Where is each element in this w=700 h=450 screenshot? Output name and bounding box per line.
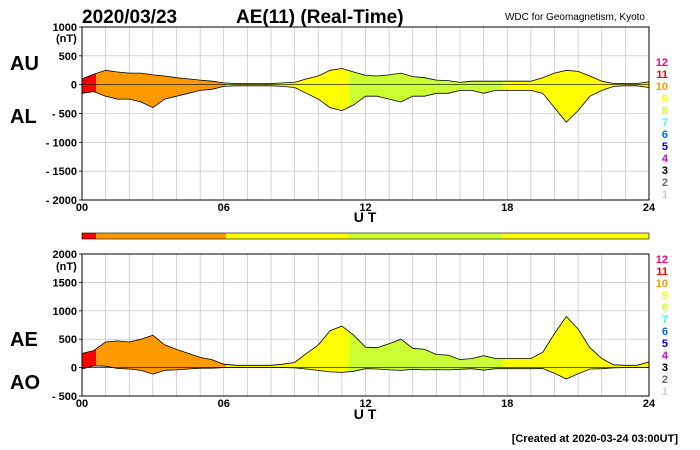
x-tick-label: 12 — [359, 202, 371, 214]
y-tick-label: 2000 — [53, 249, 77, 261]
station-count-segment — [237, 233, 349, 239]
station-count-legend-item: 3 — [662, 165, 668, 177]
x-tick-label: 24 — [643, 202, 656, 214]
chart-title: AE(11) (Real-Time) — [236, 7, 404, 28]
station-count-legend-item: 11 — [656, 69, 668, 81]
au-al-panel: 1000 500 0 - 500 - 1000 - 1500 - 2000 00 06 12 18… — [10, 22, 656, 225]
y-tick-label: - 2000 — [46, 195, 77, 207]
series-line-ao — [81, 365, 649, 380]
station-count-legend-item: 4 — [662, 350, 669, 362]
series-line-ae — [81, 315, 650, 366]
area-segment — [349, 331, 503, 372]
area-segment — [502, 316, 649, 379]
area-segment — [237, 68, 349, 111]
x-tick-label: 06 — [218, 202, 230, 214]
created-timestamp: [Created at 2020-03-24 03:00UT] — [512, 433, 679, 445]
x-tick-label: 18 — [501, 398, 513, 410]
ae-ao-unit-label: (nT) — [56, 261, 77, 273]
station-count-legend-item: 2 — [662, 374, 668, 386]
y-tick-label: - 500 — [52, 109, 77, 121]
station-count-legend-item: 1 — [662, 189, 668, 201]
station-count-legend-item: 6 — [662, 326, 668, 338]
station-count-legend-item: 7 — [662, 117, 668, 129]
ae-ao-panel: 2000 1500 1000 500 0 - 500 00 06 12 18 24 (nT) AE… — [10, 249, 656, 422]
ao-label: AO — [10, 372, 40, 394]
station-count-legend-item: 5 — [662, 141, 668, 153]
station-count-legend-item: 11 — [656, 266, 668, 278]
station-count-legend-item: 12 — [656, 57, 668, 69]
series-line-al — [81, 85, 650, 123]
y-tick-label: 1000 — [53, 306, 77, 318]
y-tick-label: 500 — [59, 51, 77, 63]
au-al-unit-label: (nT) — [56, 33, 77, 45]
chart-date: 2020/03/23 — [82, 7, 177, 28]
al-label: AL — [10, 106, 37, 128]
ae-ao-y-ticks: 2000 1500 1000 500 0 - 500 — [52, 249, 82, 403]
y-tick-label: - 1000 — [46, 137, 77, 149]
y-tick-label: - 500 — [52, 391, 77, 403]
au-al-y-ticks: 1000 500 0 - 500 - 1000 - 1500 - 2000 — [46, 22, 82, 207]
au-label: AU — [10, 53, 39, 75]
station-count-bar-frame — [81, 232, 650, 240]
y-tick-label: 1500 — [53, 277, 77, 289]
au-al-x-label: U T — [354, 209, 377, 225]
x-tick-label: 12 — [359, 398, 371, 410]
y-tick-label: 0 — [71, 363, 77, 375]
station-count-legend-item: 12 — [656, 254, 668, 266]
ae-ao-frame — [81, 253, 650, 397]
area-segment — [226, 364, 238, 368]
y-tick-label: 500 — [59, 334, 77, 346]
y-tick-label: - 1500 — [46, 166, 77, 178]
chart-source: WDC for Geomagnetism, Kyoto — [505, 12, 645, 23]
station-count-legend-item: 6 — [662, 129, 668, 141]
x-tick-label: 00 — [76, 202, 88, 214]
area-segment — [502, 70, 649, 123]
x-tick-label: 18 — [501, 202, 513, 214]
station-count-legend-item: 10 — [656, 278, 668, 290]
area-segment — [96, 335, 227, 375]
station-count-legend-item: 3 — [662, 362, 668, 374]
ae-label: AE — [10, 329, 38, 351]
area-segment — [237, 326, 349, 373]
station-count-segment — [226, 233, 238, 239]
station-count-segment — [82, 233, 97, 239]
area-segment — [82, 348, 97, 369]
area-segment — [82, 73, 97, 94]
y-tick-label: 1000 — [53, 22, 77, 34]
ae-ao-x-label: U T — [354, 406, 377, 422]
station-count-legend-item: 9 — [662, 290, 668, 302]
station-count-legend-item: 8 — [662, 302, 668, 314]
x-tick-label: 00 — [76, 398, 88, 410]
station-count-legend-item: 2 — [662, 177, 668, 189]
station-count-segment — [96, 233, 227, 239]
ae-ao-x-ticks: 00 06 12 18 24 — [76, 398, 656, 410]
series-line-au — [81, 68, 650, 84]
station-count-legend-item: 9 — [662, 93, 668, 105]
y-tick-label: 0 — [71, 80, 77, 92]
au-al-x-ticks: 00 06 12 18 24 — [76, 202, 656, 214]
station-count-legend-item: 1 — [662, 386, 668, 398]
station-count-legend-item: 10 — [656, 81, 668, 93]
ae-ao-area — [81, 315, 650, 380]
station-count-legend-item: 4 — [662, 153, 669, 165]
x-tick-label: 24 — [643, 398, 656, 410]
station-count-legend-item: 5 — [662, 338, 668, 350]
station-count-segment — [348, 233, 503, 239]
au-al-area — [81, 68, 650, 123]
station-count-legend-item: 7 — [662, 314, 668, 326]
area-segment — [349, 70, 503, 108]
station-count-bar — [82, 233, 649, 239]
station-count-legend-item: 8 — [662, 105, 668, 117]
station-count-segment — [502, 233, 649, 239]
x-tick-label: 06 — [218, 398, 230, 410]
